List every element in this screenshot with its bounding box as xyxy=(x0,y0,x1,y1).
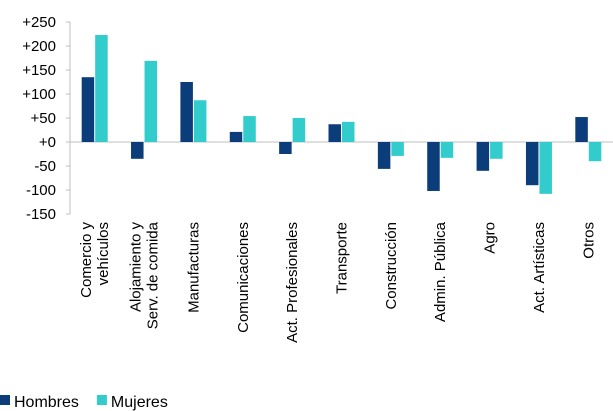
x-tick-label: Agro xyxy=(482,222,499,254)
x-tick-label: Manufacturas xyxy=(185,222,202,313)
y-tick-label: -100 xyxy=(26,182,56,199)
y-tick-label: +0 xyxy=(39,134,56,151)
x-tick-label: Act. Artísticas xyxy=(531,222,548,313)
bar xyxy=(95,34,108,142)
bar xyxy=(490,142,503,159)
x-tick-label: Otros xyxy=(580,222,597,259)
bar xyxy=(539,142,552,194)
y-tick-label: +150 xyxy=(22,62,56,79)
legend-swatch xyxy=(0,395,10,405)
y-tick-label: +50 xyxy=(31,110,56,127)
x-tick-label: Act. Profesionales xyxy=(284,222,301,343)
bar xyxy=(131,142,144,159)
bar xyxy=(292,118,306,142)
bar xyxy=(279,142,292,154)
bar xyxy=(193,100,207,142)
x-tick-label: Alojamiento yServ. de comida xyxy=(128,221,162,329)
bar xyxy=(144,60,158,142)
bar xyxy=(81,77,95,142)
bar xyxy=(229,131,243,142)
bar xyxy=(377,142,391,169)
y-tick-label: +100 xyxy=(22,86,56,103)
bar xyxy=(328,124,341,142)
y-tick-label: -50 xyxy=(34,158,56,175)
y-tick-label: -150 xyxy=(26,206,56,223)
bar xyxy=(180,82,193,142)
bar xyxy=(476,142,490,171)
bar xyxy=(342,121,355,142)
bar xyxy=(427,142,440,191)
legend-swatch xyxy=(96,395,107,405)
x-tick-label: Comercio yvehículos xyxy=(78,222,112,298)
bar xyxy=(440,142,454,158)
legend-label: Mujeres xyxy=(111,394,168,411)
y-tick-label: +200 xyxy=(22,38,56,55)
x-tick-label: Comunicaciones xyxy=(235,222,252,333)
x-tick-label: Admin. Pública xyxy=(432,221,449,322)
bar xyxy=(575,117,588,142)
x-tick-label: Transporte xyxy=(334,222,351,294)
bar xyxy=(525,142,539,186)
bar xyxy=(243,116,256,142)
x-tick-label: Construcción xyxy=(383,222,400,310)
bar xyxy=(391,142,404,156)
y-tick-label: +250 xyxy=(22,14,56,31)
bar xyxy=(588,142,602,162)
legend-label: Hombres xyxy=(14,394,79,411)
